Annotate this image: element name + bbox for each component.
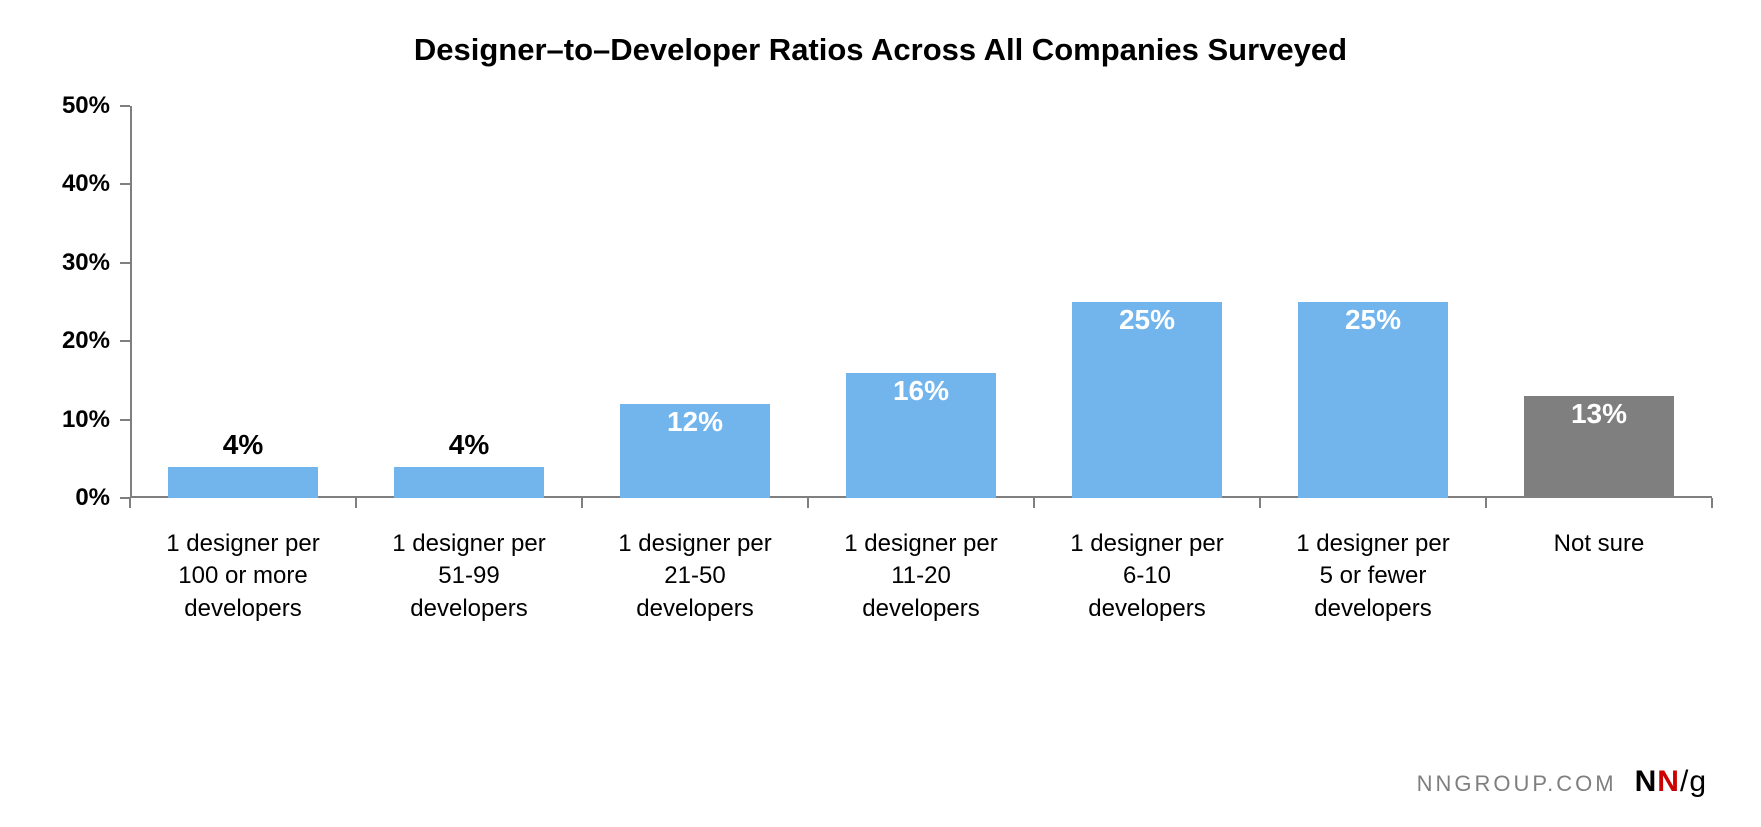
y-tick-mark: [120, 419, 130, 421]
x-category-label: 1 designer per21-50developers: [590, 528, 800, 625]
y-tick-label: 10%: [20, 406, 110, 434]
y-axis-line: [130, 106, 132, 498]
x-tick-mark: [1259, 498, 1261, 508]
x-tick-mark: [1485, 498, 1487, 508]
x-category-label: 1 designer per51-99developers: [364, 528, 574, 625]
x-tick-mark: [581, 498, 583, 508]
y-tick-mark: [120, 105, 130, 107]
x-tick-mark: [355, 498, 357, 508]
y-tick-label: 0%: [20, 484, 110, 512]
x-category-label: 1 designer per5 or fewerdevelopers: [1268, 528, 1478, 625]
bar-value-label: 25%: [1072, 304, 1222, 336]
x-category-label: Not sure: [1494, 528, 1704, 560]
y-tick-label: 20%: [20, 327, 110, 355]
bar-value-label: 12%: [620, 406, 770, 438]
y-tick-mark: [120, 340, 130, 342]
plot-area: 0%10%20%30%40%50%4%1 designer per100 or …: [130, 106, 1712, 498]
y-tick-label: 30%: [20, 249, 110, 277]
chart-title: Designer–to–Developer Ratios Across All …: [0, 32, 1761, 68]
x-tick-mark: [807, 498, 809, 508]
bar: [168, 467, 318, 498]
nng-logo: NN/g: [1635, 765, 1707, 799]
x-category-label: 1 designer per6-10developers: [1042, 528, 1252, 625]
chart-container: Designer–to–Developer Ratios Across All …: [0, 0, 1761, 827]
bar-value-label: 4%: [168, 429, 318, 461]
x-category-label: 1 designer per11-20developers: [816, 528, 1026, 625]
x-tick-mark: [1033, 498, 1035, 508]
x-tick-mark: [1711, 498, 1713, 508]
x-tick-mark: [129, 498, 131, 508]
attribution-footer: NNGROUP.COM NN/g: [1417, 765, 1707, 799]
y-tick-mark: [120, 262, 130, 264]
bar: [394, 467, 544, 498]
bar-value-label: 25%: [1298, 304, 1448, 336]
bar-value-label: 16%: [846, 375, 996, 407]
y-tick-mark: [120, 183, 130, 185]
bar-value-label: 13%: [1524, 398, 1674, 430]
bar-value-label: 4%: [394, 429, 544, 461]
source-url: NNGROUP.COM: [1417, 771, 1617, 797]
y-tick-label: 50%: [20, 92, 110, 120]
y-tick-label: 40%: [20, 170, 110, 198]
x-category-label: 1 designer per100 or moredevelopers: [138, 528, 348, 625]
